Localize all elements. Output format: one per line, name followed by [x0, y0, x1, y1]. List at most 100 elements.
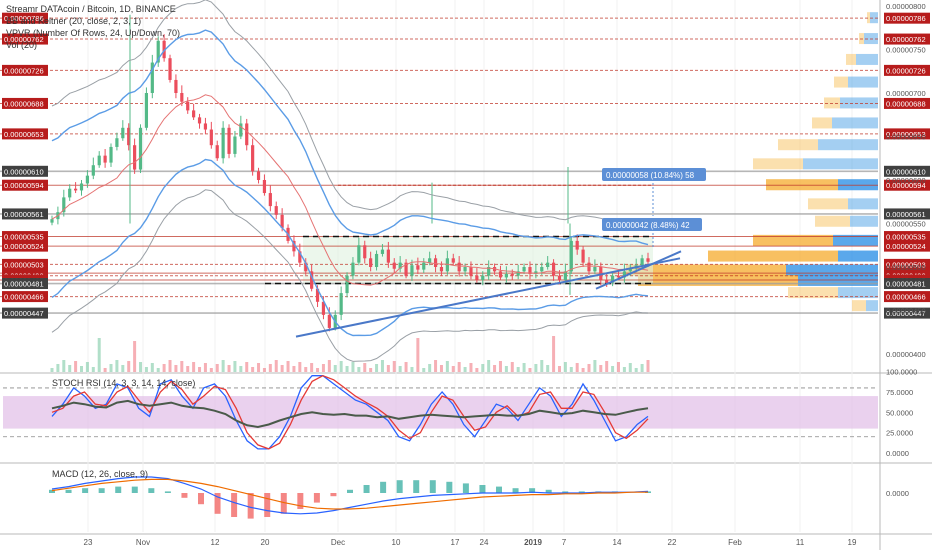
volume-bar [321, 364, 325, 372]
vpvr-value-area-up [708, 250, 838, 262]
candle-body [457, 262, 461, 272]
vpvr-value-area-up [753, 234, 833, 246]
vpvr-row-down [838, 287, 878, 299]
x-axis-tick: 7 [562, 538, 567, 547]
volume-bar [97, 338, 101, 372]
candle-body [50, 219, 54, 223]
candle-body [646, 258, 650, 262]
volume-bar [463, 367, 467, 372]
volume-bar [286, 361, 290, 372]
x-axis-tick: 24 [480, 538, 489, 547]
price-badge-right [884, 240, 930, 252]
price-badge-right-text: 0.00000726 [886, 66, 926, 75]
price-badge-left-text: 0.00000466 [4, 293, 44, 302]
candle-body [97, 155, 101, 166]
volume-bar [304, 367, 308, 372]
candle-body [593, 267, 597, 272]
candle-body [557, 275, 562, 281]
volume-bar [504, 366, 508, 372]
candle-body [392, 262, 396, 269]
vpvr-row-down [832, 117, 878, 129]
price-badge-right [884, 128, 930, 140]
volume-bar [587, 364, 591, 372]
candle-body [481, 275, 485, 281]
price-badge-left-text: 0.00000726 [4, 66, 44, 75]
price-badge-left [2, 165, 48, 177]
vpvr-row-down [803, 158, 878, 170]
vpvr-row-up [815, 215, 850, 227]
volume-bar [516, 367, 520, 372]
price-badge-left [2, 291, 48, 303]
volume-bar [133, 341, 137, 372]
candle-body [569, 240, 573, 272]
candle-body [428, 258, 432, 263]
macd-histogram-bar [413, 480, 420, 493]
candle-body [203, 123, 208, 130]
vpvr-row-up [867, 12, 870, 24]
price-badge-right [884, 231, 930, 243]
volume-bar [475, 368, 479, 372]
volume-bar [209, 368, 213, 372]
price-badge-left [2, 128, 48, 140]
keltner-lower [51, 189, 649, 362]
candle-body [357, 245, 361, 263]
candle-body [150, 62, 154, 93]
candle-body [62, 197, 66, 213]
macd-histogram-bar [280, 493, 287, 514]
legend-macd: MACD (12, 26, close, 9) [52, 469, 149, 479]
candle-body [404, 262, 408, 276]
candle-body [121, 127, 125, 139]
volume-bar [127, 361, 131, 372]
volume-bar [422, 368, 426, 372]
legend-stoch-rsi: STOCH RSI (14, 3, 3, 14, 14, close) [52, 378, 196, 388]
candle-body [510, 273, 514, 276]
price-badge-left-text: 0.00000653 [4, 130, 44, 139]
candle-body [610, 275, 615, 283]
macd-histogram-bar [231, 493, 238, 517]
vpvr-value-area-down [833, 234, 878, 246]
volume-bar [333, 365, 337, 372]
vpvr-value-area-up [626, 264, 786, 276]
candle-body [546, 262, 550, 267]
price-badge-right-text: 0.00000447 [886, 309, 926, 318]
volume-bar [575, 363, 579, 372]
price-badge-left [2, 278, 48, 290]
volume-bar [121, 365, 125, 372]
candle-body [209, 129, 213, 146]
macd-histogram-bar [65, 489, 72, 493]
price-axis-tick: 0.00000550 [886, 220, 926, 229]
x-axis-tick: 2019 [524, 538, 542, 547]
candle-body [315, 288, 320, 302]
price-badge-right-text: 0.00000535 [886, 233, 926, 242]
candle-body [138, 127, 143, 170]
volume-bar [221, 360, 225, 372]
volume-bar [262, 368, 266, 372]
candle-body [109, 146, 113, 163]
volume-bar [274, 360, 278, 372]
price-badge-right [884, 291, 930, 303]
volume-bar [605, 361, 609, 372]
macd-histogram-bar [148, 488, 155, 493]
volume-bar [646, 360, 650, 372]
price-axis-tick: 0.00000500 [886, 263, 926, 272]
macd-histogram-bar [562, 491, 569, 493]
candle-body [186, 101, 190, 111]
price-axis-tick: 0.00000450 [886, 307, 926, 316]
macd-histogram-bar [479, 485, 486, 493]
candle-body [215, 145, 219, 159]
x-axis-tick: 14 [613, 538, 622, 547]
macd-histogram-bar [297, 493, 304, 509]
candle-body [575, 240, 579, 250]
candle-body [321, 301, 326, 315]
candle-body [522, 267, 526, 272]
candle-body [85, 175, 90, 184]
candle-body [268, 193, 272, 207]
price-badge-left-text: 0.00000688 [4, 99, 44, 108]
volume-bar [622, 367, 626, 372]
measure-label-box [602, 218, 702, 231]
candle-body [616, 275, 621, 278]
volume-bar [380, 360, 384, 372]
volume-bar [251, 367, 255, 372]
candle-body [239, 123, 243, 137]
